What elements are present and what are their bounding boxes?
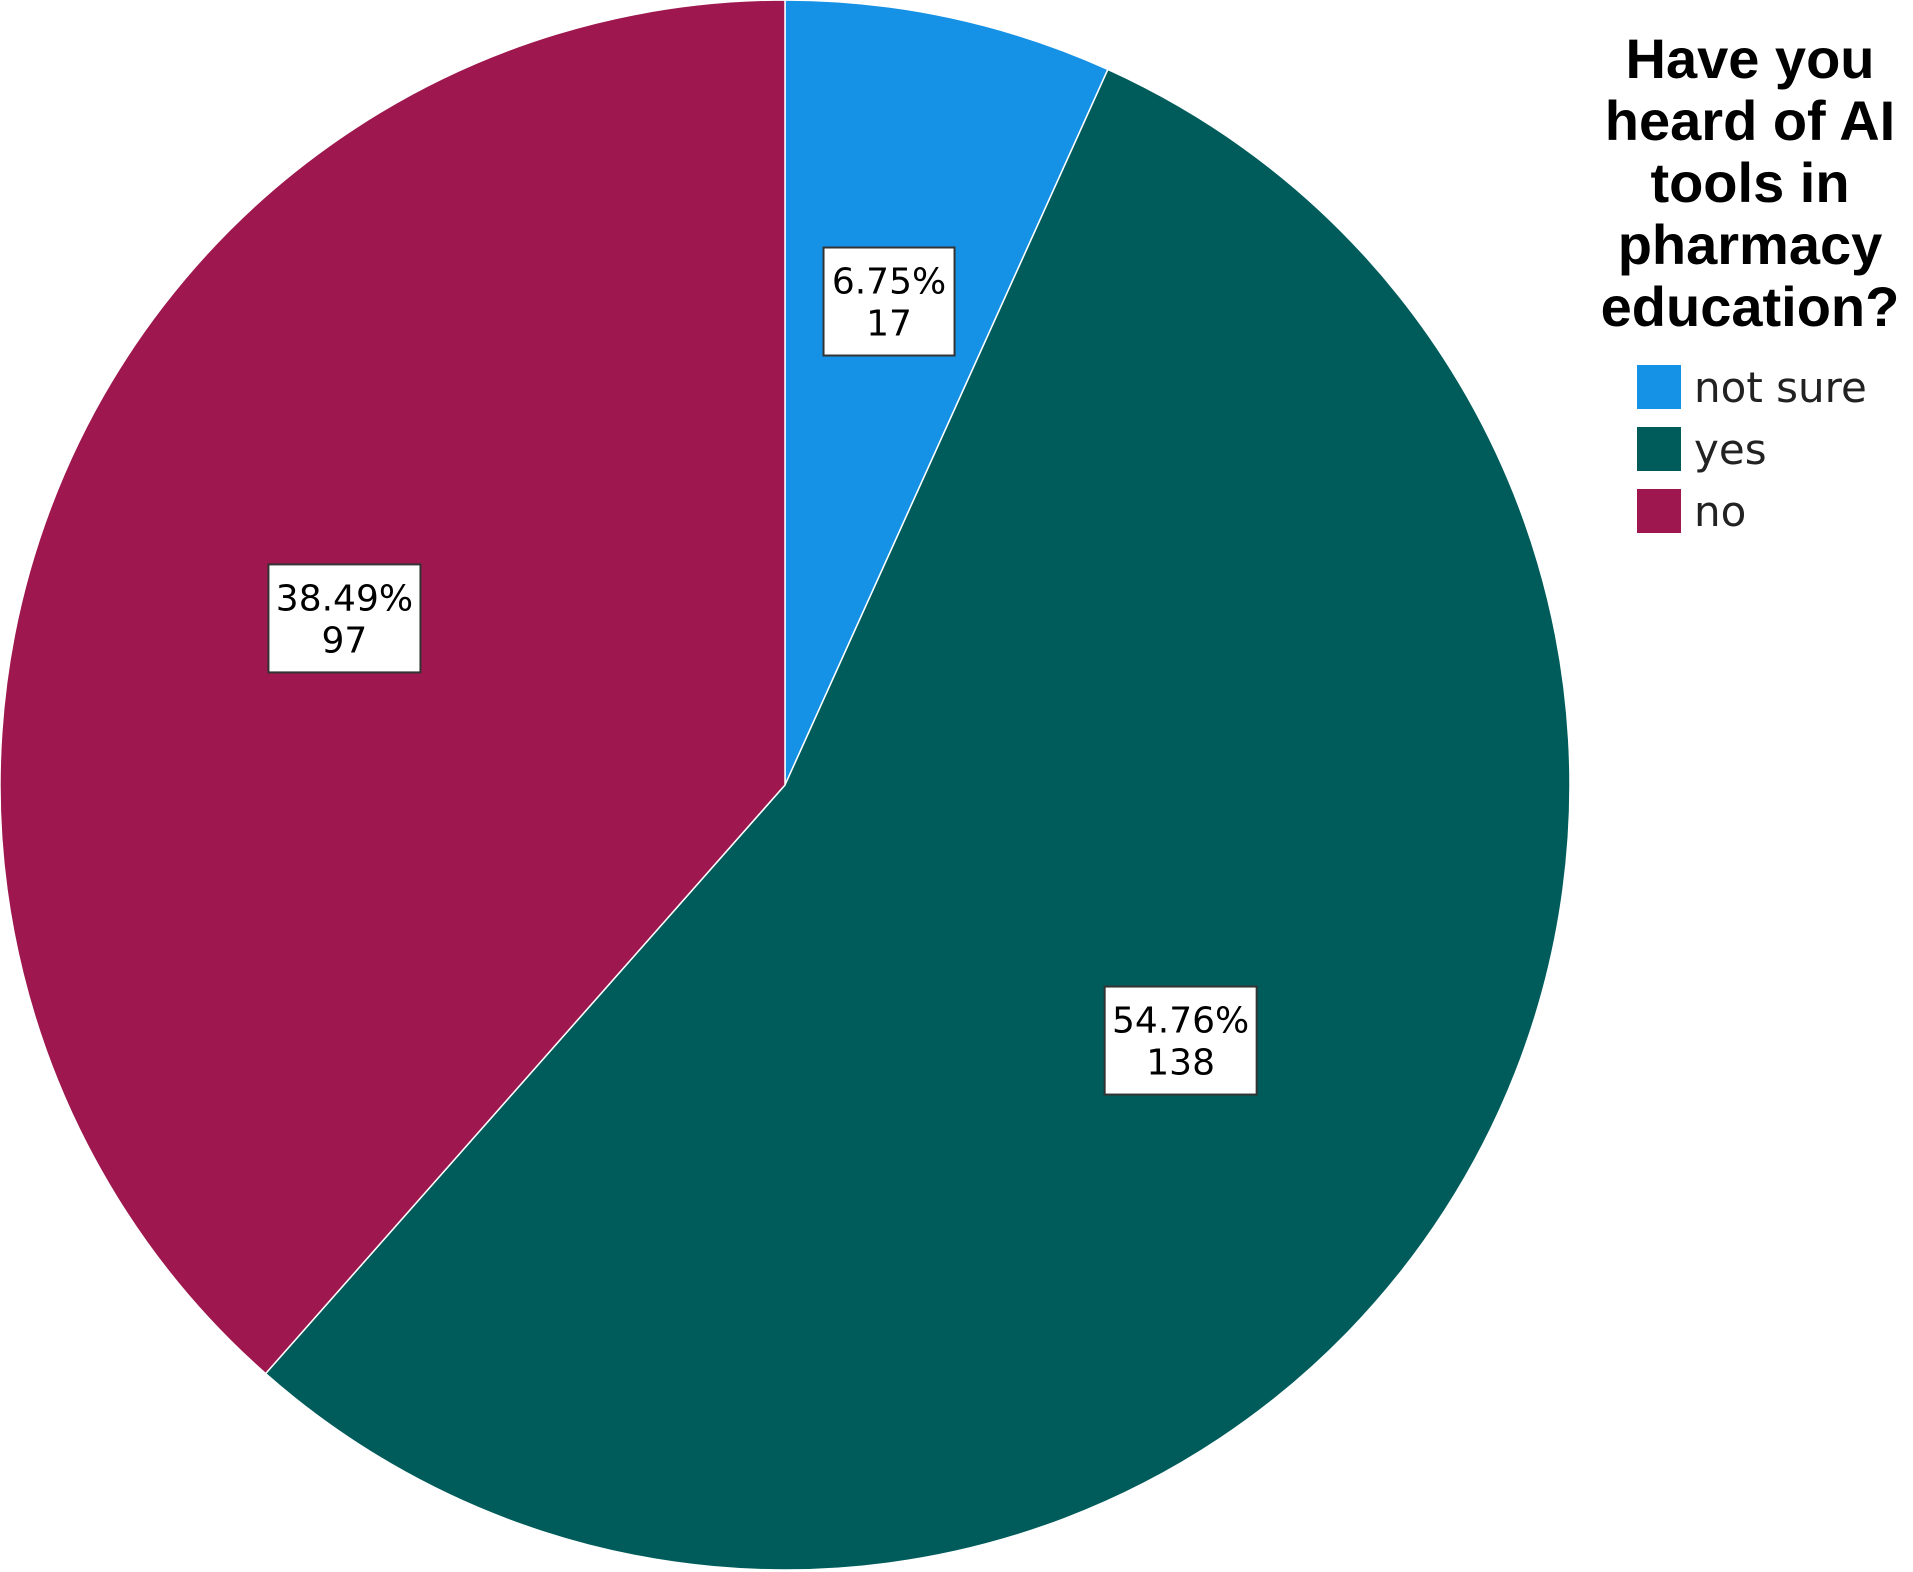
data-label-percent: 54.76% xyxy=(1112,1001,1249,1042)
legend-title-line: tools in xyxy=(1650,151,1849,214)
legend-swatch xyxy=(1637,365,1681,409)
pie-data-labels: 6.75%17 54.76%138 38.49%97 xyxy=(267,246,1258,1096)
legend-title-line: heard of AI xyxy=(1605,89,1895,152)
pie-slices xyxy=(0,0,1571,1571)
legend-swatch xyxy=(1637,489,1681,533)
data-label-box xyxy=(822,246,956,357)
data-label-box xyxy=(1103,985,1258,1096)
legend-item-yes: yes xyxy=(1637,425,1767,474)
legend-title-line: Have you xyxy=(1626,27,1875,90)
legend-label: no xyxy=(1694,487,1746,536)
data-label-percent: 6.75% xyxy=(832,262,946,303)
data-label-count: 17 xyxy=(866,304,912,345)
legend-label: not sure xyxy=(1694,363,1867,412)
legend-label: yes xyxy=(1694,425,1767,474)
legend-item-no: no xyxy=(1637,487,1746,536)
data-label-no: 38.49%97 xyxy=(267,563,422,674)
legend-title-line: pharmacy xyxy=(1618,213,1883,276)
data-label-count: 138 xyxy=(1146,1043,1215,1084)
pie-slice-not-sure xyxy=(784,0,1109,786)
data-label-yes: 54.76%138 xyxy=(1103,985,1258,1096)
data-label-count: 97 xyxy=(322,620,368,661)
legend-item-not-sure: not sure xyxy=(1637,363,1867,412)
legend-items: not sure yes no xyxy=(1637,363,1867,536)
data-label-box xyxy=(267,563,422,674)
data-label-not-sure: 6.75%17 xyxy=(822,246,956,357)
legend-title-line: education? xyxy=(1601,275,1900,338)
pie-slice-yes xyxy=(264,68,1571,1571)
data-label-percent: 38.49% xyxy=(276,578,413,619)
legend-swatch xyxy=(1637,427,1681,471)
pie-slice-no xyxy=(0,0,786,1375)
